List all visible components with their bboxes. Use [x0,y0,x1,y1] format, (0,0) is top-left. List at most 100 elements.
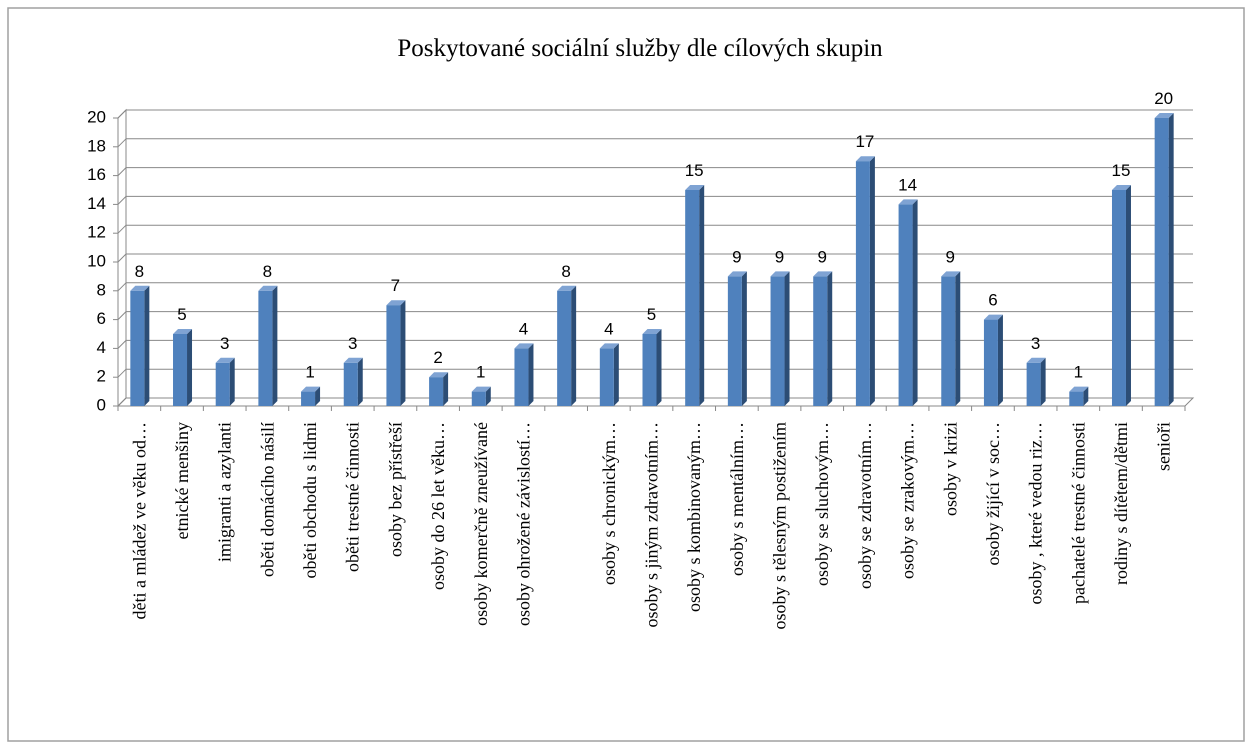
bar [770,276,785,406]
x-tick-label: osoby komerčně zneužívané [471,422,491,626]
data-label: 8 [263,262,272,281]
bar-side [443,372,449,406]
bar [898,204,913,406]
bar [557,290,572,406]
x-tick-label: imigranti a azylanti [215,422,235,562]
data-label: 1 [476,363,485,382]
bar [1111,190,1126,406]
data-label: 3 [220,334,229,353]
bar-side [827,271,833,406]
bar-side [229,357,235,406]
x-tick-label: oběti obchodu s lidmi [300,422,320,579]
bar [813,276,828,406]
bar-top [813,271,833,277]
data-label: 15 [685,161,704,180]
bar-side [699,185,705,406]
bar [173,334,188,406]
grid-line [117,253,127,263]
x-tick-label: osoby v krizi [940,422,960,516]
x-tick-label: osoby ohrožené závislostí… [513,422,533,626]
bar-side [1083,386,1089,406]
bar-top [1069,386,1089,392]
grid-line [117,224,127,234]
y-tick-label: 6 [97,309,106,328]
data-label: 5 [647,305,656,324]
bar-side [656,329,662,406]
bar [514,348,529,406]
bar [215,362,230,406]
bar-side [997,314,1003,406]
x-tick-label: osoby se sluchovým… [812,422,832,586]
data-label: 9 [732,247,741,266]
bar-top [343,357,363,363]
x-tick-label: pachatelé trestné činnosti [1068,422,1088,604]
y-tick-label: 14 [87,194,106,213]
bar-side [144,285,150,406]
bar [685,190,700,406]
y-tick-label: 0 [97,395,106,414]
data-label: 3 [348,334,357,353]
x-tick-label: osoby s chronickým… [599,422,619,585]
grid-line [117,311,127,320]
x-tick-label: osoby žijící v soc… [983,422,1003,565]
bar-side [741,271,747,406]
bar [258,290,273,406]
data-label: 9 [775,247,784,266]
x-tick-label: osoby s tělesným postižením [770,422,790,629]
bar-top [941,271,961,277]
x-tick-label: oběti domácího násilí [257,422,277,577]
x-tick-label: senioři [1154,422,1174,471]
data-label: 17 [855,132,874,151]
bar-side [912,199,918,406]
data-label: 4 [604,319,613,338]
grid-line [117,340,127,349]
x-tick-label: osoby , které vedou riz… [1026,422,1046,604]
bar [599,348,614,406]
bar-top [1111,185,1131,190]
bar-side [869,156,875,406]
bar-top [727,271,747,277]
grid-line [117,167,127,176]
bar-side [1040,357,1046,406]
data-label: 20 [1154,89,1173,108]
bar [301,391,316,406]
x-tick-label: osoby se zdravotním… [855,422,875,589]
data-label: 4 [519,319,528,338]
bar [1069,391,1084,406]
bar [642,334,657,406]
bar [1154,118,1169,406]
data-label: 8 [561,262,570,281]
chart-frame [7,7,1245,742]
bar-top [386,300,406,306]
data-label: 5 [177,305,186,324]
x-tick-label: osoby se zrakovým… [898,422,918,579]
data-label: 1 [305,363,314,382]
x-tick-label: děti a mládež ve věku od… [129,422,149,619]
bar-top [855,156,875,162]
bar-side [528,343,534,406]
x-tick-label: osoby bez přístřeší [385,422,405,557]
grid-line [117,368,127,378]
grid-line [117,109,127,119]
bar-side [1168,113,1174,406]
y-tick-label: 18 [87,136,106,155]
grid-line [117,138,127,148]
bar [471,391,486,406]
data-label: 1 [1074,363,1083,382]
y-tick-label: 4 [97,338,106,357]
x-tick-label: osoby s mentálním… [727,422,747,576]
data-label: 3 [1031,334,1040,353]
bar [941,276,956,406]
bar-top [642,329,662,334]
x-tick-label: osoby s jiným zdravotním… [642,422,662,628]
bar-top [173,329,193,334]
x-tick-label: osoby do 26 let věku… [428,422,448,590]
data-label: 8 [135,262,144,281]
grid-line [117,196,127,205]
bar-side [784,271,790,406]
bar-side [272,285,278,406]
bar [855,161,870,406]
bar-side [955,271,961,406]
bar [343,362,358,406]
